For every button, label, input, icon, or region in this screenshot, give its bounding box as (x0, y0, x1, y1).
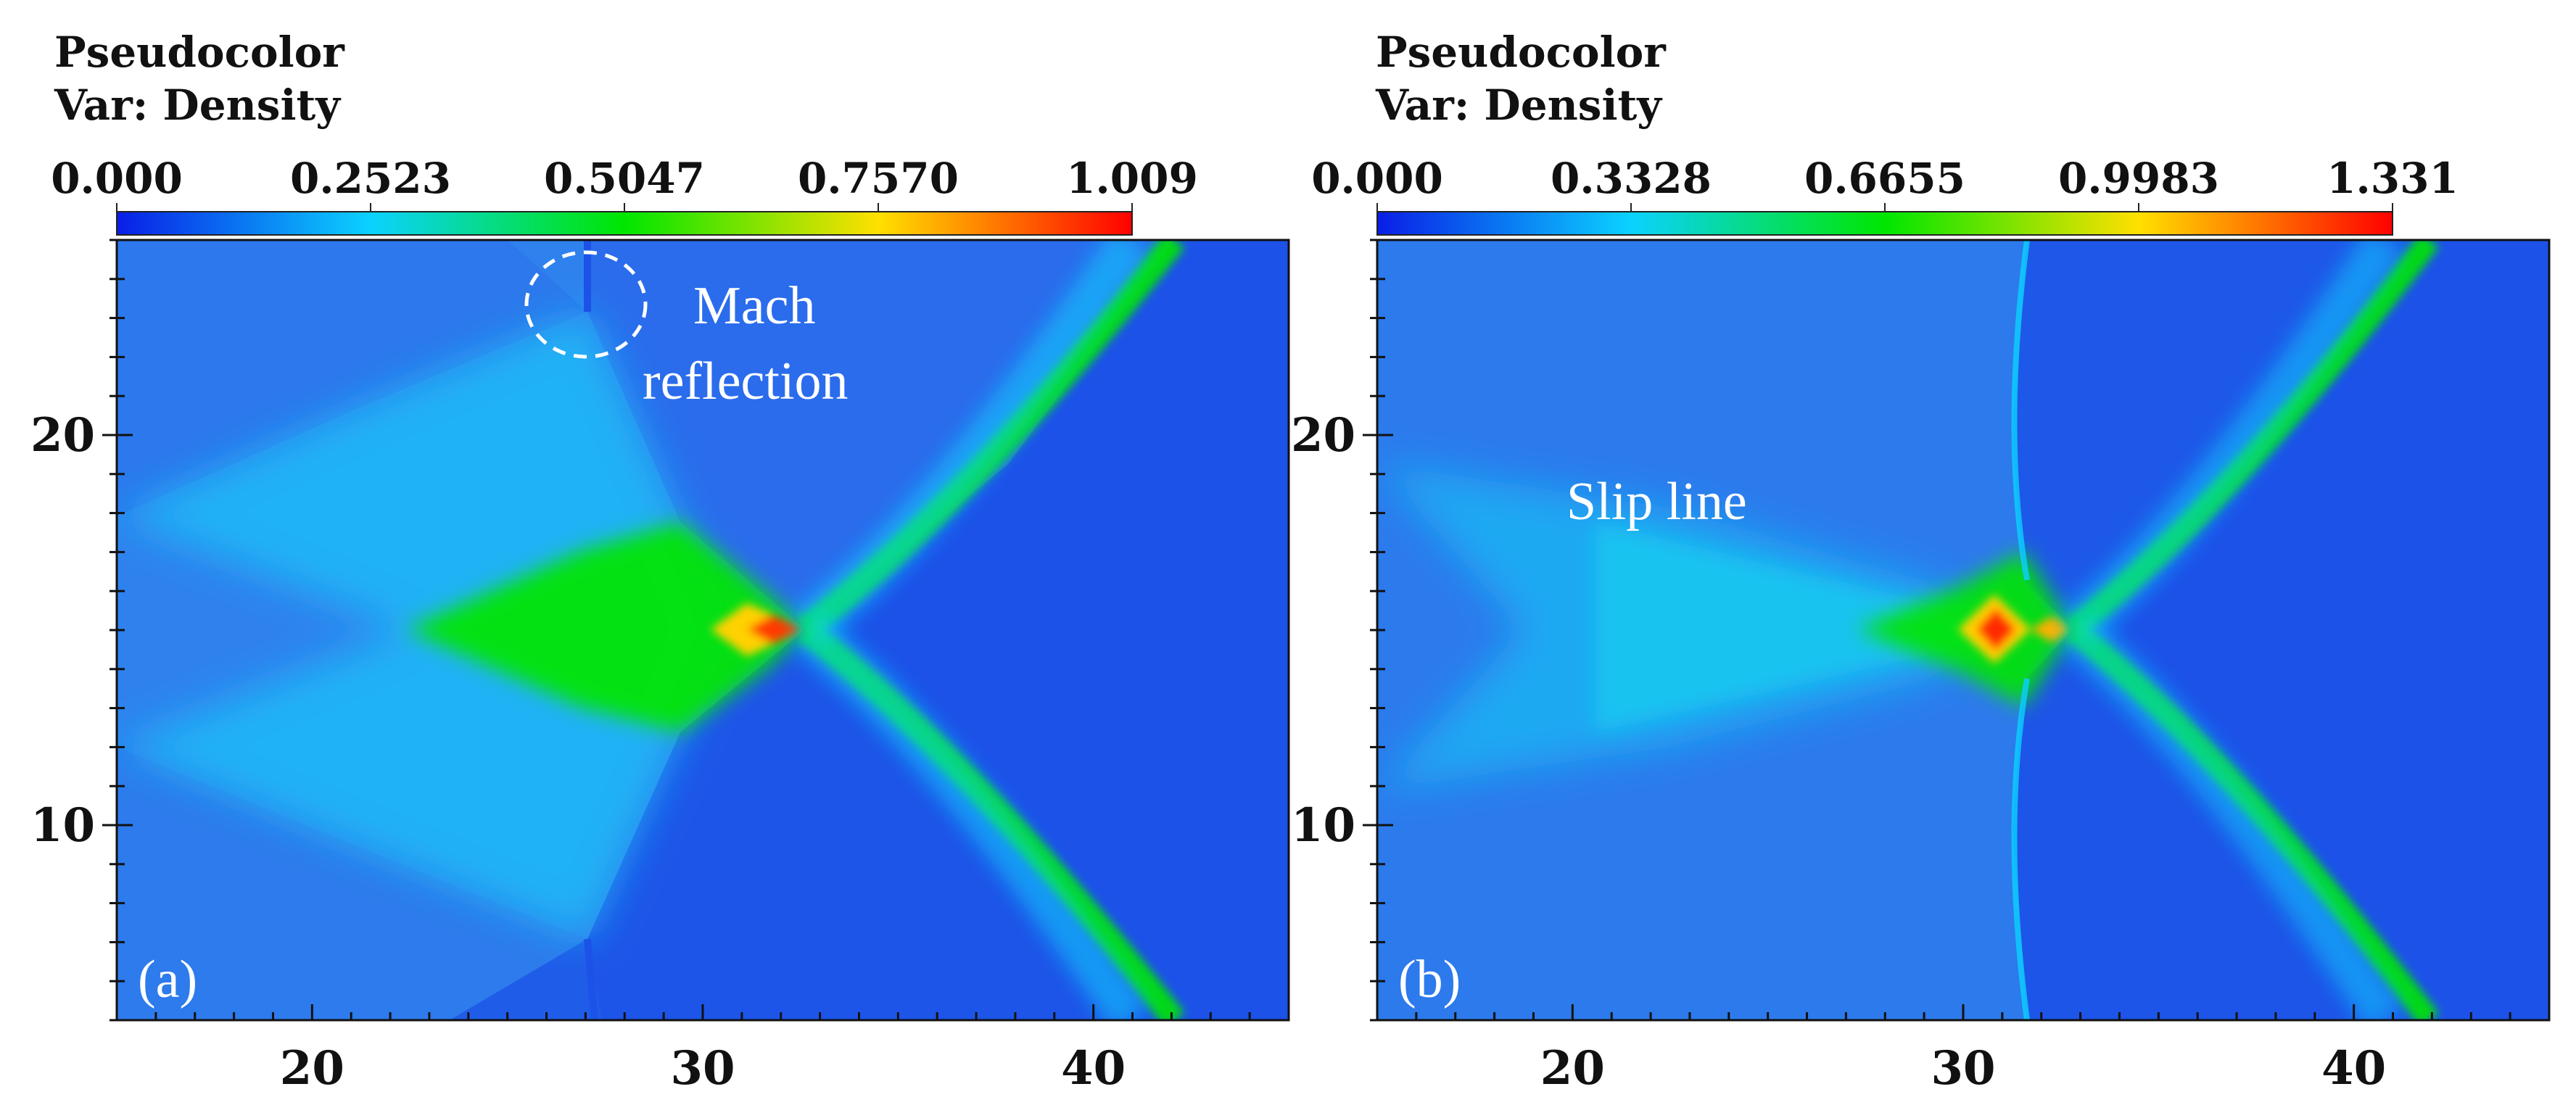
legend-title: Pseudocolor (54, 28, 345, 77)
colorbar (1376, 211, 2393, 236)
colorbar-tick-label: 0.9983 (2058, 154, 2219, 203)
colorbar-tick-label: 0.3328 (1551, 154, 1712, 203)
colorbar-tick-label: 0.000 (51, 154, 183, 203)
panel-tag: (a) (138, 950, 197, 1009)
y-tick-label: 20 (30, 408, 95, 463)
x-tick-label: 40 (1061, 1041, 1126, 1096)
panel-b: Pseudocolor Var: Density 0.000 0.3328 0.66… (1291, 28, 2551, 1096)
y-tick-label: 10 (30, 798, 95, 853)
legend-variable: Var: Density (1375, 80, 1663, 130)
colorbar-tick-label: 0.7570 (798, 154, 959, 203)
panel-a: Pseudocolor Var: Density 0.000 0.2523 0.50… (30, 28, 1290, 1096)
x-tick-label: 30 (670, 1041, 735, 1096)
x-tick-label: 40 (2321, 1041, 2386, 1096)
colorbar-tick-label: 0.5047 (544, 154, 705, 203)
y-tick-label: 10 (1291, 798, 1355, 853)
legend-title: Pseudocolor (1376, 28, 1667, 77)
mach-reflection-label: reflection (643, 352, 849, 411)
x-tick-label: 20 (280, 1041, 344, 1096)
density-field (1377, 240, 2549, 1020)
colorbar-tick-label: 0.2523 (290, 154, 451, 203)
colorbar (116, 211, 1133, 236)
colorbar-tick-label: 1.331 (2327, 154, 2459, 203)
colorbar-tick-label: 0.000 (1311, 154, 1443, 203)
y-tick-label: 20 (1291, 408, 1355, 463)
density-field (117, 240, 1289, 1020)
slip-line-label: Slip line (1566, 472, 1747, 531)
legend-variable: Var: Density (54, 80, 342, 130)
colorbar-tick-label: 0.6655 (1804, 154, 1965, 203)
mach-reflection-marker (524, 250, 648, 359)
x-tick-label: 20 (1540, 1041, 1605, 1096)
colorbar-tick-label: 1.009 (1066, 154, 1198, 203)
x-tick-label: 30 (1931, 1041, 1995, 1096)
panel-tag: (b) (1398, 950, 1461, 1009)
mach-reflection-label: Mach (693, 276, 816, 336)
